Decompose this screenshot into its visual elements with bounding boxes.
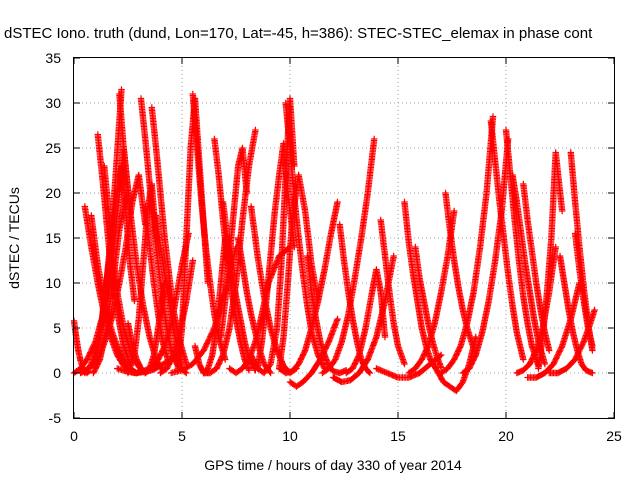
plus-markers xyxy=(217,144,250,341)
x-tick-label: 5 xyxy=(178,428,186,444)
y-tick-label: 35 xyxy=(45,50,61,66)
x-tick-label: 25 xyxy=(606,428,622,444)
series-42 xyxy=(377,216,408,368)
y-tick-label: 10 xyxy=(45,275,61,291)
y-tick-label: 30 xyxy=(45,95,61,111)
plus-markers xyxy=(377,216,408,368)
data-points xyxy=(70,86,598,395)
plus-markers xyxy=(336,221,374,377)
x-axis-ticks: 0 5 10 15 20 25 xyxy=(70,58,622,444)
series-45 xyxy=(412,243,445,371)
plus-markers xyxy=(191,234,229,377)
y-tick-label: 5 xyxy=(53,320,61,336)
plus-markers xyxy=(438,113,497,377)
y-tick-label: 15 xyxy=(45,230,61,246)
series-41 xyxy=(343,266,389,377)
plus-markers xyxy=(304,252,350,377)
x-tick-label: 15 xyxy=(390,428,406,444)
series-27 xyxy=(217,144,250,341)
plus-markers xyxy=(412,243,445,371)
series-37 xyxy=(304,252,350,377)
plus-markers xyxy=(137,95,190,377)
series-32 xyxy=(254,140,298,372)
series-34 xyxy=(282,99,328,372)
y-tick-label: 25 xyxy=(45,140,61,156)
series-23 xyxy=(191,234,229,377)
plus-markers xyxy=(343,266,389,377)
plus-markers xyxy=(546,306,598,377)
plus-markers xyxy=(282,99,328,372)
plus-markers xyxy=(535,149,566,372)
y-axis-ticks: -5 0 5 10 15 20 25 30 35 xyxy=(45,50,614,426)
series-56 xyxy=(535,149,566,372)
x-axis-label: GPS time / hours of day 330 of year 2014 xyxy=(204,457,462,473)
series-51 xyxy=(487,117,527,363)
plus-markers xyxy=(254,140,298,372)
plus-markers xyxy=(487,117,527,363)
y-tick-label: 20 xyxy=(45,185,61,201)
y-axis-label: dSTEC / TECUs xyxy=(6,187,22,289)
series-61 xyxy=(546,306,598,377)
plot-frame xyxy=(73,57,615,419)
x-tick-label: 0 xyxy=(70,428,78,444)
chart-title: dSTEC Iono. truth (dund, Lon=170, Lat=-4… xyxy=(4,25,593,42)
series-49 xyxy=(438,113,497,377)
series-39 xyxy=(336,221,374,377)
plus-markers xyxy=(401,198,441,374)
series-44 xyxy=(401,198,441,374)
y-tick-label: 0 xyxy=(53,365,61,381)
x-tick-label: 20 xyxy=(498,428,514,444)
y-tick-label: -5 xyxy=(49,410,62,426)
series-14 xyxy=(137,95,190,377)
x-tick-label: 10 xyxy=(282,428,298,444)
